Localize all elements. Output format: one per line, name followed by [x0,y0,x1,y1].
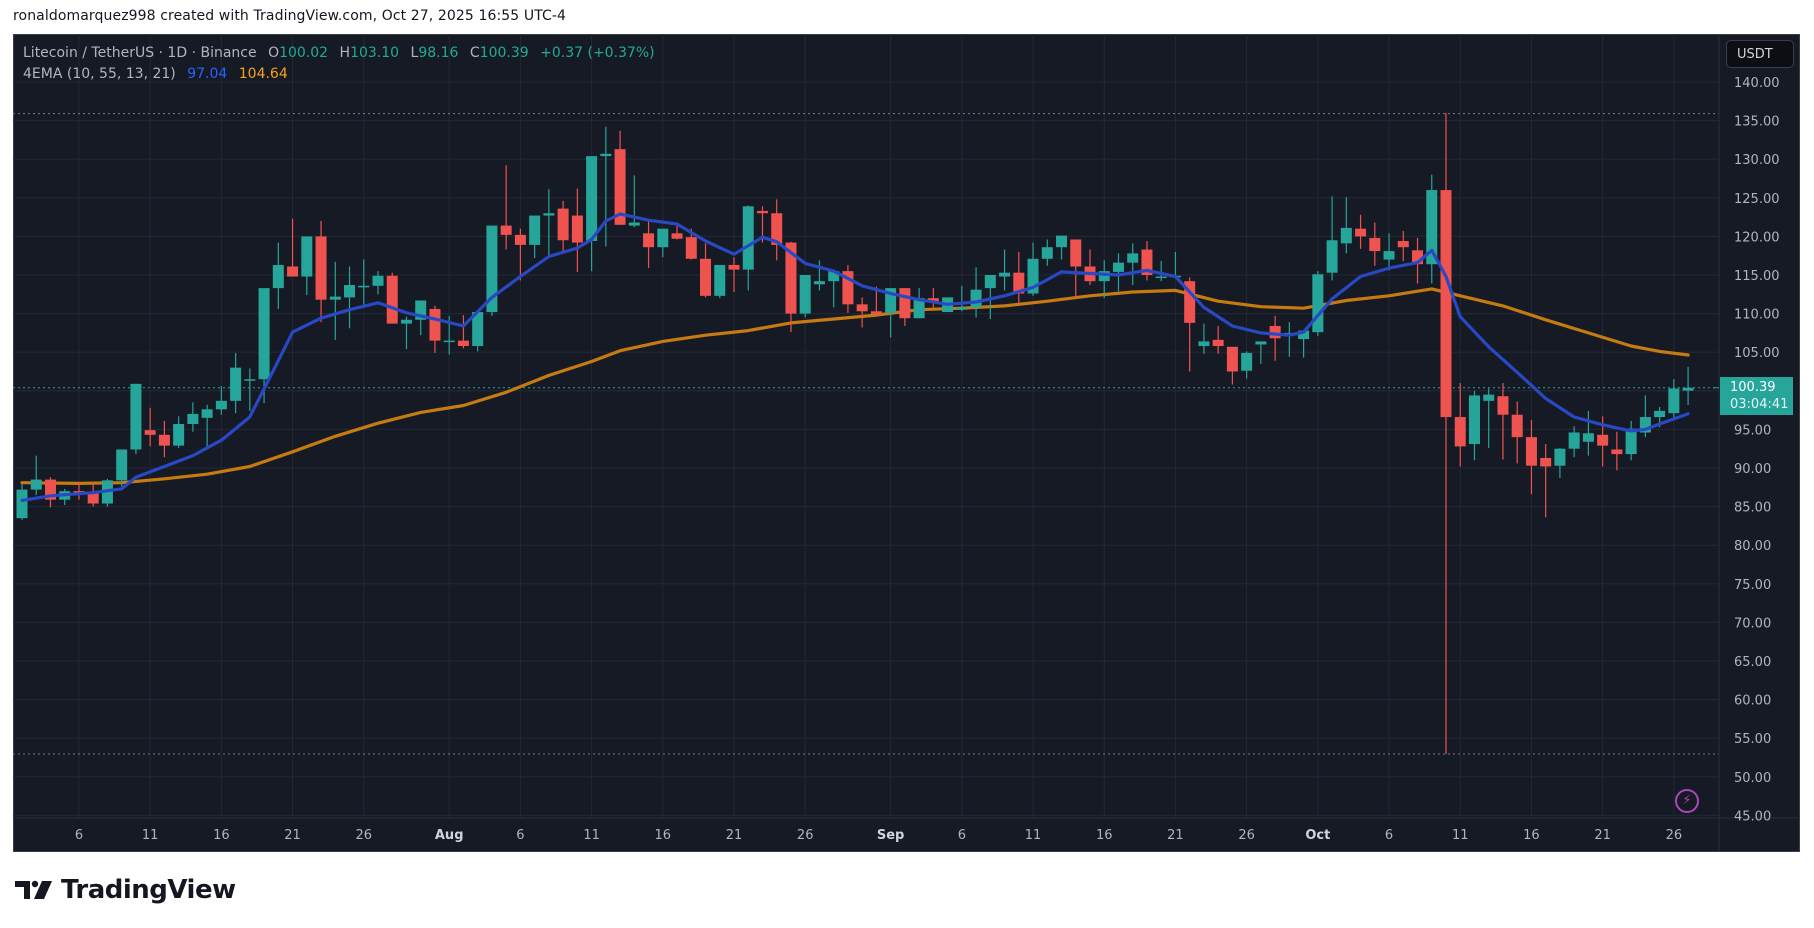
open-value: 100.02 [279,45,329,61]
currency-button[interactable]: USDT [1726,40,1794,68]
svg-text:105.00: 105.00 [1734,346,1780,361]
svg-text:16: 16 [1096,828,1113,843]
svg-text:6: 6 [1385,828,1393,843]
svg-text:Sep: Sep [877,828,905,843]
last-price-tag: 100.39 03:04:41 [1720,377,1793,415]
svg-text:65.00: 65.00 [1734,655,1771,670]
svg-text:95.00: 95.00 [1734,423,1771,438]
svg-text:11: 11 [1452,828,1469,843]
svg-text:11: 11 [142,828,159,843]
low-label: L [410,45,419,61]
svg-text:11: 11 [583,828,600,843]
svg-text:70.00: 70.00 [1734,616,1771,631]
price-level-lines [13,113,1719,755]
high-label: H [339,45,351,61]
tradingview-logo-icon [15,880,52,899]
lightning-alert-icon[interactable]: ⚡ [1675,789,1699,813]
svg-text:6: 6 [516,828,524,843]
chart-grid [13,34,1719,818]
ema-slow-value: 104.64 [238,66,288,82]
svg-text:110.00: 110.00 [1734,308,1780,323]
logo-text: TradingView [61,875,236,905]
last-price-value: 100.39 [1730,380,1776,395]
open-label: O [268,45,280,61]
chart-frame[interactable] [13,34,1800,852]
ema-fast-value: 97.04 [187,66,228,82]
ema-fast-line [20,212,1690,502]
svg-text:16: 16 [213,828,230,843]
svg-text:26: 26 [1666,828,1683,843]
svg-text:115.00: 115.00 [1734,269,1780,284]
svg-text:85.00: 85.00 [1734,501,1771,516]
svg-text:125.00: 125.00 [1734,192,1780,207]
legend-indicator: 4EMA (10, 55, 13, 21) 97.04 104.64 [23,66,288,82]
svg-text:6: 6 [75,828,83,843]
svg-text:140.00: 140.00 [1734,76,1780,91]
high-value: 103.10 [350,45,400,61]
close-value: 100.39 [479,45,529,61]
close-label: C [469,45,480,61]
svg-text:21: 21 [726,828,743,843]
svg-text:80.00: 80.00 [1734,539,1771,554]
svg-text:50.00: 50.00 [1734,771,1771,786]
indicator-title[interactable]: 4EMA (10, 55, 13, 21) [23,66,176,82]
svg-text:26: 26 [355,828,372,843]
candles [16,112,1694,755]
svg-text:21: 21 [284,828,301,843]
svg-text:26: 26 [1238,828,1255,843]
axes: 140.00 135.00 130.00 125.00 120.00 115.00 110.… [13,34,1800,852]
svg-text:16: 16 [655,828,672,843]
ema-slow-line [20,287,1690,485]
svg-text:21: 21 [1167,828,1184,843]
legend-ohlc: Litecoin / TetherUS · 1D · Binance O100.… [23,45,655,61]
change-value: +0.37 (+0.37%) [540,45,655,61]
tradingview-logo: TradingView [15,875,236,905]
svg-text:45.00: 45.00 [1734,809,1771,824]
svg-text:135.00: 135.00 [1734,115,1780,130]
svg-text:26: 26 [797,828,814,843]
svg-text:16: 16 [1523,828,1540,843]
svg-text:Oct: Oct [1305,828,1330,843]
candlestick-chart[interactable]: 140.00 135.00 130.00 125.00 120.00 115.00 110.… [13,34,1800,852]
svg-text:130.00: 130.00 [1734,153,1780,168]
svg-text:120.00: 120.00 [1734,230,1780,245]
svg-text:75.00: 75.00 [1734,578,1771,593]
svg-text:90.00: 90.00 [1734,462,1771,477]
bar-countdown: 03:04:41 [1730,397,1789,412]
svg-text:55.00: 55.00 [1734,732,1771,747]
symbol-title[interactable]: Litecoin / TetherUS · 1D · Binance [23,45,257,61]
svg-text:60.00: 60.00 [1734,694,1771,709]
svg-text:21: 21 [1594,828,1611,843]
svg-text:6: 6 [958,828,966,843]
low-value: 98.16 [418,45,459,61]
svg-text:Aug: Aug [435,828,464,843]
svg-text:11: 11 [1025,828,1042,843]
chart-credit: ronaldomarquez998 created with TradingVi… [13,8,567,24]
